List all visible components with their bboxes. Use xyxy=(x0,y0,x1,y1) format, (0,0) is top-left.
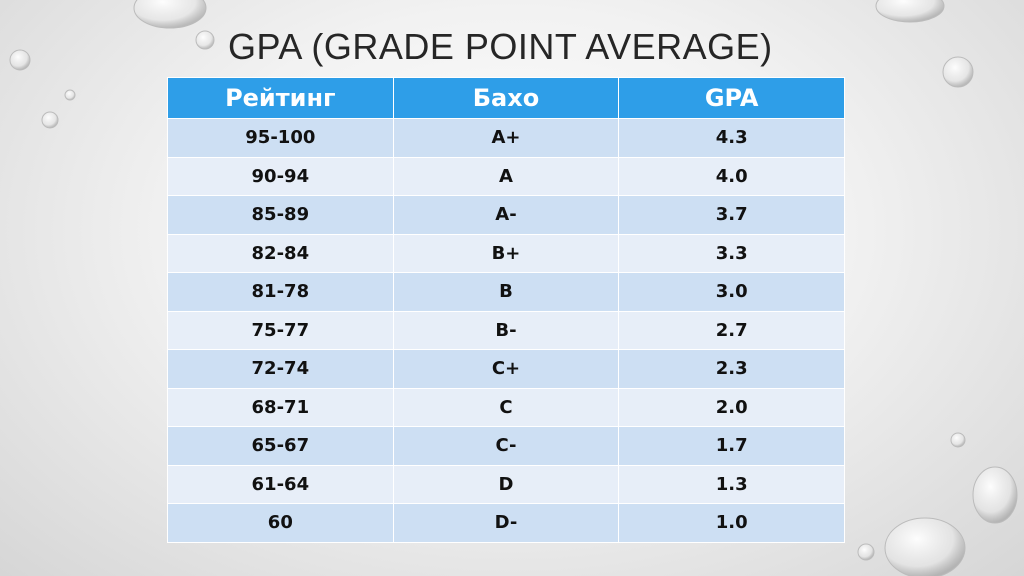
table-cell: C xyxy=(392,387,620,427)
table-cell: 65-67 xyxy=(167,426,394,466)
header-cell: Рейтинг xyxy=(167,77,394,119)
table-cell: 85-89 xyxy=(167,195,394,235)
table-cell: 3.0 xyxy=(618,272,845,312)
header-cell: Бахо xyxy=(392,77,620,119)
header-cell: GPA xyxy=(618,77,845,119)
table-cell: B xyxy=(392,272,620,312)
table-row: 61-64 D 1.3 xyxy=(167,464,845,504)
table-row: 95-100 A+ 4.3 xyxy=(167,118,845,158)
table-body: 95-100 A+ 4.3 90-94 A 4.0 85-89 A- 3.7 82-84 B+ 3.3… xyxy=(167,118,845,543)
table-cell: 3.3 xyxy=(618,233,845,273)
table-row: 82-84 B+ 3.3 xyxy=(167,233,845,273)
table-row: 72-74 C+ 2.3 xyxy=(167,349,845,389)
table-cell: 2.3 xyxy=(618,349,845,389)
table-cell: 68-71 xyxy=(167,387,394,427)
table-cell: 72-74 xyxy=(167,349,394,389)
table-cell: C- xyxy=(392,426,620,466)
table-cell: 2.0 xyxy=(618,387,845,427)
table-cell: B- xyxy=(392,310,620,350)
table-cell: 82-84 xyxy=(167,233,394,273)
table-cell: B+ xyxy=(392,233,620,273)
table-cell: 61-64 xyxy=(167,464,394,504)
table-cell: 2.7 xyxy=(618,310,845,350)
table-cell: 1.3 xyxy=(618,464,845,504)
table-cell: D- xyxy=(392,503,620,543)
table-row: 85-89 A- 3.7 xyxy=(167,195,845,235)
table-cell: 75-77 xyxy=(167,310,394,350)
table-cell: A+ xyxy=(392,118,620,158)
table-cell: D xyxy=(392,464,620,504)
table-cell: 3.7 xyxy=(618,195,845,235)
table-cell: 4.3 xyxy=(618,118,845,158)
table-cell: 1.0 xyxy=(618,503,845,543)
table-cell: 1.7 xyxy=(618,426,845,466)
slide-title: GPA (GRADE POINT AVERAGE) xyxy=(228,26,773,67)
table-cell: 60 xyxy=(167,503,394,543)
table-cell: A- xyxy=(392,195,620,235)
table-cell: A xyxy=(392,156,620,196)
table-row: 90-94 A 4.0 xyxy=(167,156,845,196)
grade-table: Рейтинг Бахо GPA 95-100 A+ 4.3 90-94 A 4.0 85-89… xyxy=(167,77,845,543)
table-cell: 90-94 xyxy=(167,156,394,196)
table-row: 65-67 C- 1.7 xyxy=(167,426,845,466)
table-row: 60 D- 1.0 xyxy=(167,503,845,543)
table-row: 68-71 C 2.0 xyxy=(167,387,845,427)
table-cell: 95-100 xyxy=(167,118,394,158)
table-row: 75-77 B- 2.7 xyxy=(167,310,845,350)
table-row: 81-78 B 3.0 xyxy=(167,272,845,312)
table-cell: 4.0 xyxy=(618,156,845,196)
header-row: Рейтинг Бахо GPA xyxy=(167,77,845,119)
table-cell: C+ xyxy=(392,349,620,389)
table-cell: 81-78 xyxy=(167,272,394,312)
